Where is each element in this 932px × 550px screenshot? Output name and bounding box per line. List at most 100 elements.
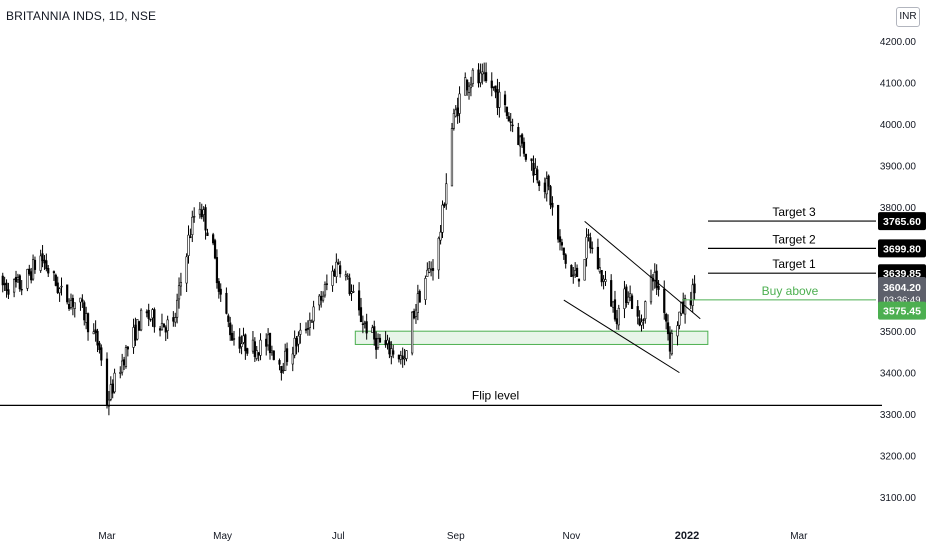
candle	[30, 267, 33, 284]
candle	[414, 303, 418, 324]
candle	[587, 229, 590, 242]
candle	[67, 298, 71, 311]
candle	[147, 303, 150, 327]
candle	[267, 328, 270, 351]
candle	[71, 294, 74, 316]
candle	[401, 347, 404, 368]
candle	[113, 368, 116, 394]
candle	[693, 275, 696, 301]
candle	[166, 315, 169, 339]
candle	[56, 276, 59, 295]
candle	[627, 291, 630, 305]
candle	[344, 270, 347, 281]
candle	[439, 224, 442, 245]
candle	[352, 284, 355, 293]
candle	[361, 315, 364, 334]
candle	[657, 280, 660, 297]
candle	[107, 391, 110, 416]
candle	[625, 284, 628, 308]
candle	[325, 274, 328, 291]
candle	[426, 262, 429, 277]
candle	[437, 236, 440, 279]
buy-above-label: Buy above	[762, 284, 819, 298]
candle	[363, 320, 366, 329]
candle	[285, 342, 289, 366]
candle	[96, 328, 99, 353]
candle	[629, 285, 632, 302]
candle	[242, 327, 245, 345]
candle	[557, 204, 560, 243]
candle	[92, 323, 95, 335]
candle	[418, 289, 421, 303]
candle	[337, 258, 340, 266]
candle	[471, 68, 474, 87]
candle	[464, 72, 467, 96]
demand-zone-box	[354, 330, 709, 345]
candle	[630, 293, 634, 310]
candle	[331, 265, 334, 292]
candle	[136, 319, 139, 341]
candle	[278, 358, 281, 371]
currency-button[interactable]: INR	[896, 7, 920, 27]
candle	[339, 260, 342, 278]
candle	[14, 270, 18, 288]
candle	[219, 283, 222, 302]
candle	[86, 312, 90, 341]
candle	[39, 249, 42, 273]
candle	[522, 137, 526, 157]
candle	[397, 354, 400, 363]
candle	[179, 272, 183, 296]
candle	[153, 307, 156, 333]
candle	[359, 297, 363, 323]
candle	[259, 333, 262, 361]
candle	[232, 330, 236, 346]
candle	[604, 270, 607, 287]
candle	[617, 304, 620, 330]
candle	[318, 294, 321, 311]
candle	[31, 254, 35, 281]
candle	[270, 345, 274, 356]
x-tick-label: Sep	[447, 531, 465, 542]
candle	[83, 300, 86, 326]
price-badges-layer: 3765.603699.803639.853604.2003:36:493575…	[878, 212, 926, 320]
candle	[373, 320, 376, 346]
candle	[547, 174, 550, 191]
candle	[678, 311, 681, 330]
candle	[412, 308, 416, 320]
candle	[212, 232, 215, 246]
candle	[73, 302, 76, 318]
candle	[520, 132, 524, 148]
candle	[536, 165, 539, 184]
candle	[388, 337, 391, 359]
candle	[490, 72, 493, 97]
candle	[477, 63, 480, 88]
candle	[272, 350, 275, 361]
candle	[666, 314, 670, 341]
candle	[98, 340, 101, 354]
target-2-label: Target 2	[772, 232, 816, 246]
annotation-lines-layer: Flip level Target 3 Target 2 Target 1 Buy ab…	[0, 205, 882, 406]
candle	[177, 277, 181, 309]
candle	[577, 278, 581, 287]
candle	[69, 293, 73, 310]
candle	[479, 63, 482, 88]
buy-above-badge	[878, 301, 926, 320]
candle	[172, 311, 175, 327]
candle	[530, 158, 533, 171]
candle	[5, 279, 8, 298]
candle	[574, 262, 577, 278]
candle	[467, 82, 471, 100]
candle	[26, 268, 29, 292]
candle	[684, 294, 687, 324]
candle	[411, 311, 414, 356]
candle	[198, 202, 201, 219]
candle	[138, 320, 141, 331]
candle	[284, 343, 287, 371]
y-tick-label: 4000.00	[880, 120, 917, 131]
candle	[47, 265, 50, 278]
x-tick-label: Nov	[562, 531, 580, 542]
candle	[496, 78, 499, 116]
time-axis[interactable]: Mar May Jul Sep Nov 2022 Mar	[98, 530, 808, 542]
candle	[519, 134, 522, 157]
